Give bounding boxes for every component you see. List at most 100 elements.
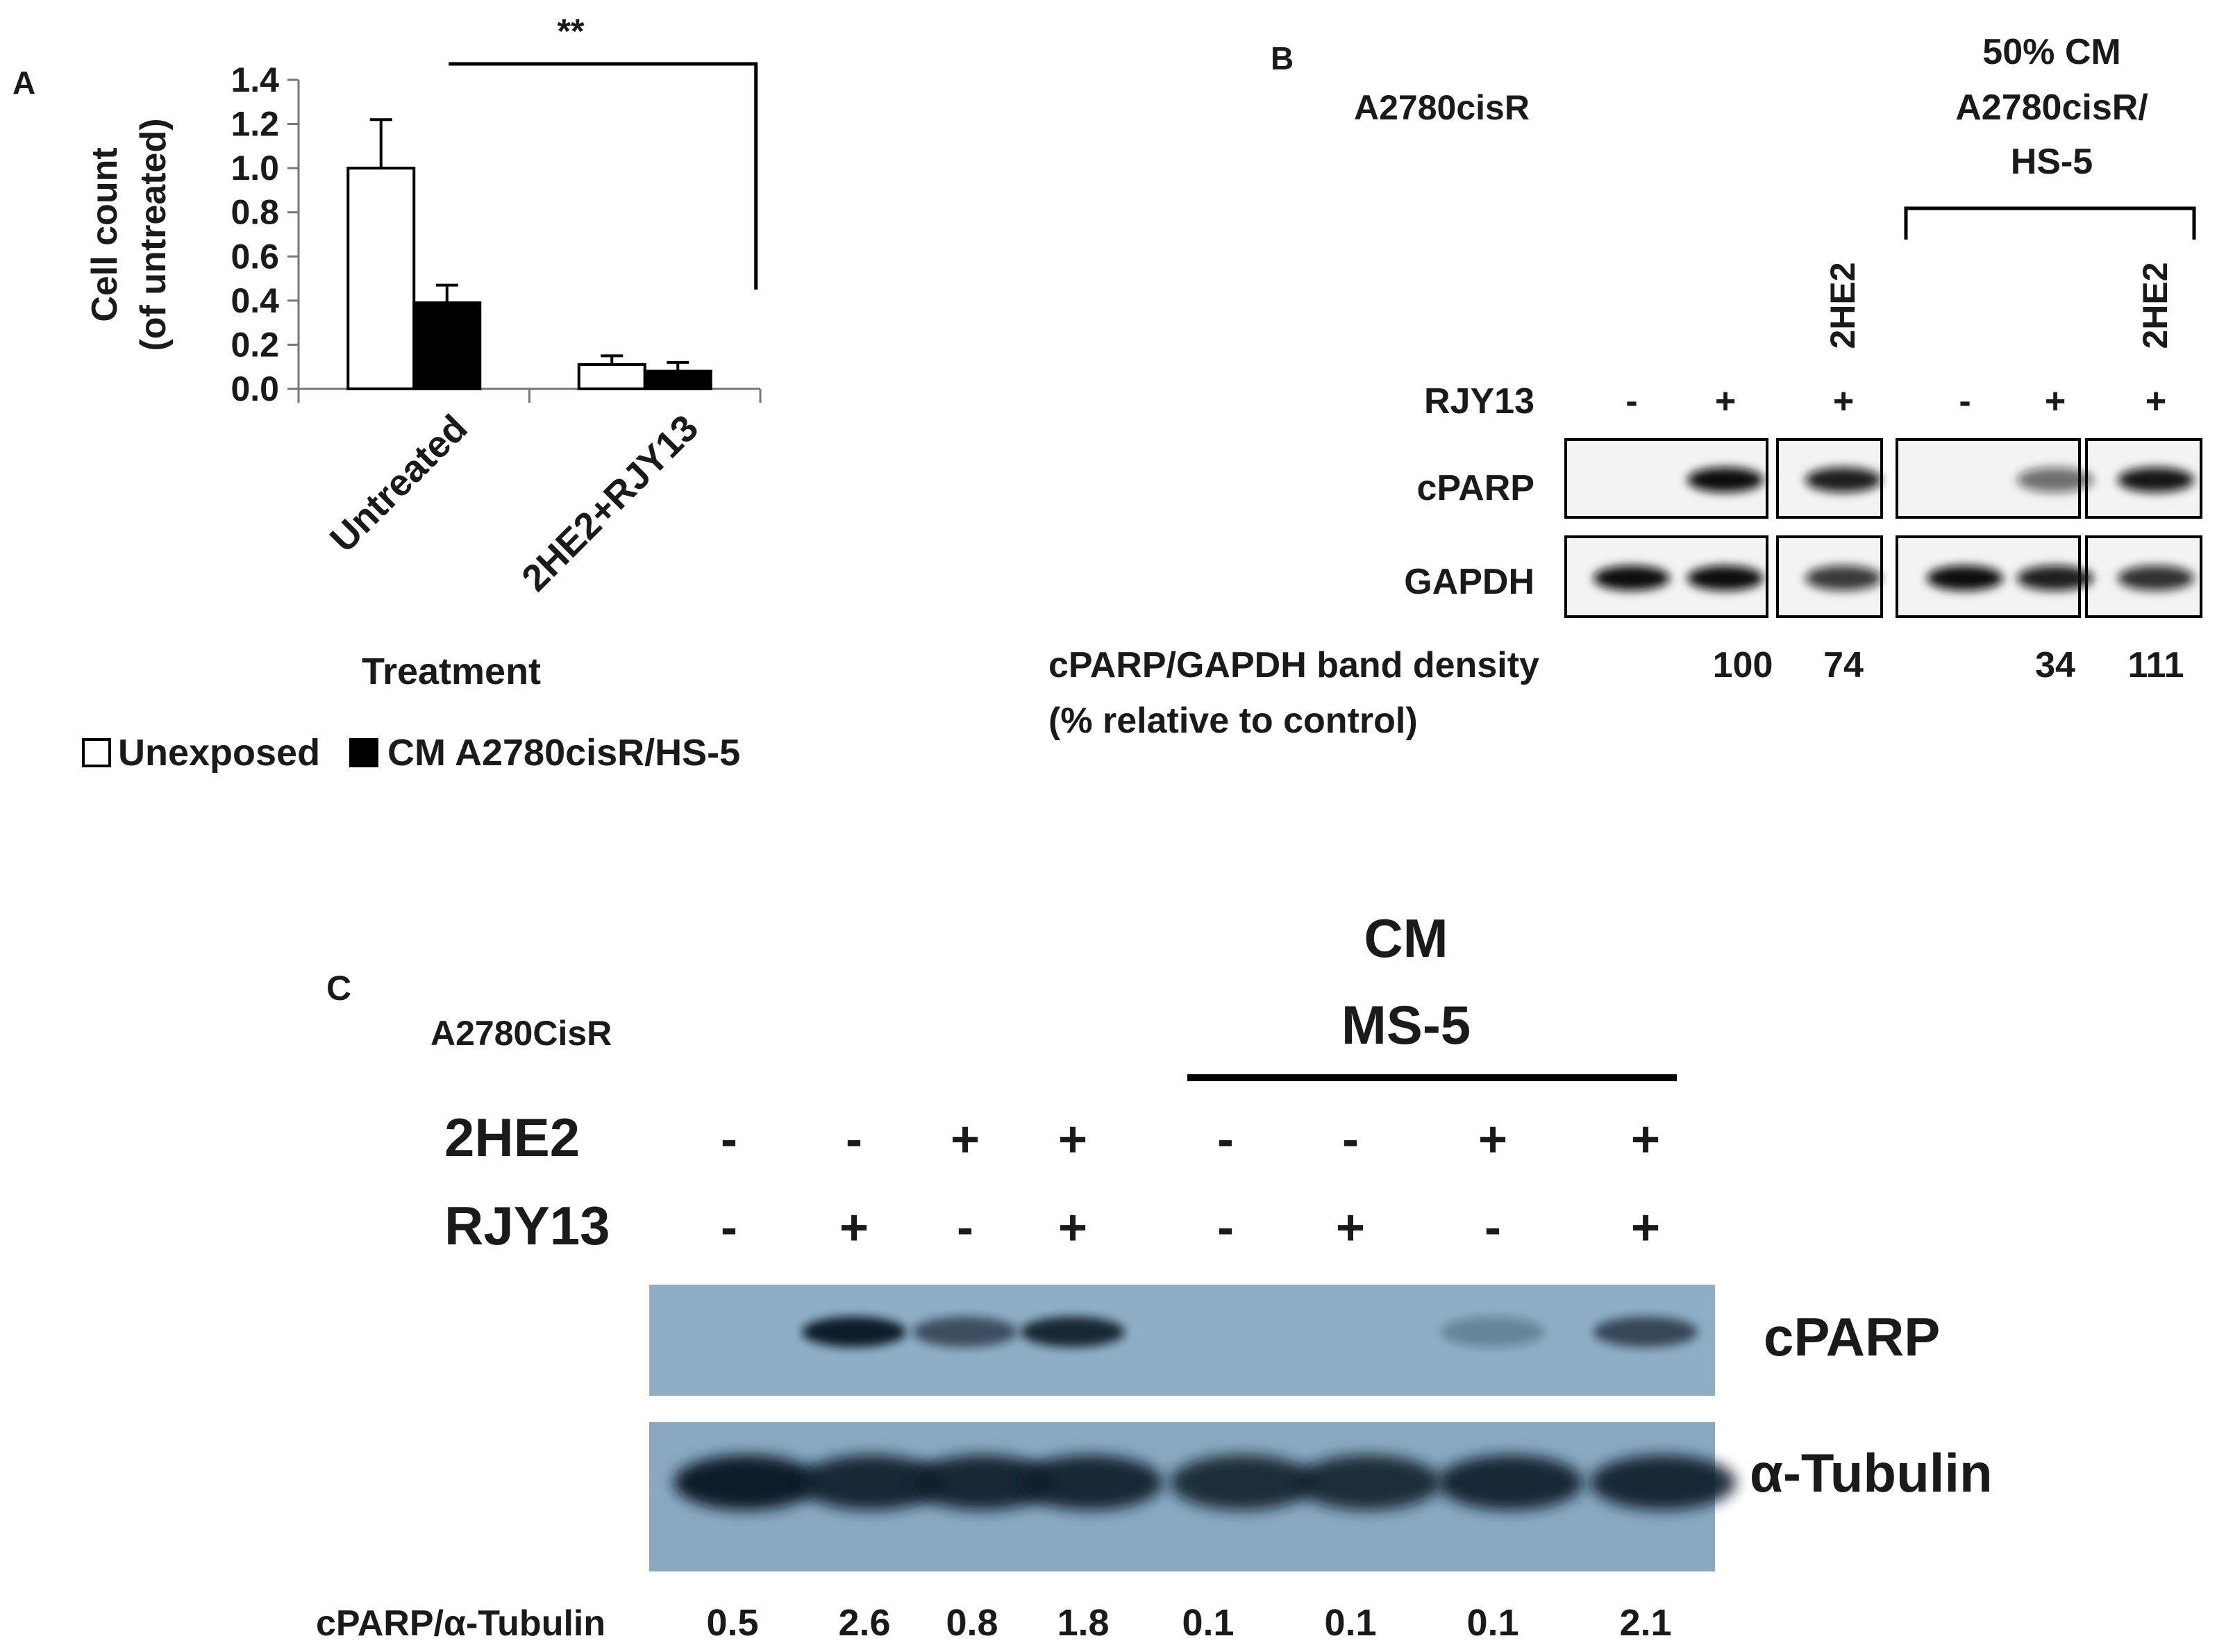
- panel-c: C A2780CisR CM MS-5 2HE2 RJY13 - - + + - - + +-…: [316, 908, 1993, 1644]
- band-tubulin: [1437, 1455, 1583, 1510]
- x-axis-label: Treatment: [362, 651, 541, 692]
- panel-c-blots: - - + + - - + + - + - + - + - +0.5 2.6 0.8 1.8 0.1 0.1 0.1 2.1: [649, 1112, 1736, 1644]
- panel-b-rjy13-label: RJY13: [1424, 381, 1534, 422]
- density-value: 100: [1713, 645, 1773, 685]
- density-value: 111: [2127, 645, 2184, 685]
- y-axis-label-line2: (of untreated): [133, 118, 174, 351]
- band-tubulin: [1017, 1455, 1163, 1510]
- band-tubulin: [1590, 1455, 1736, 1510]
- ratio-value: 0.8: [946, 1602, 998, 1644]
- y-tick-label: 1.0: [231, 149, 279, 187]
- band-gapdh: [1805, 565, 1882, 591]
- ratio-value: 0.1: [1324, 1602, 1376, 1644]
- rjy13-sign: -: [1959, 381, 1971, 422]
- band-cparp: [1593, 1317, 1698, 1347]
- density-label-line1: cPARP/GAPDH band density: [1048, 645, 1539, 685]
- ratio-value: 2.6: [838, 1602, 890, 1644]
- band-cparp: [1687, 467, 1764, 492]
- rjy13-sign-c: +: [1058, 1200, 1087, 1255]
- panel-c-row-label-2he2: 2HE2: [444, 1107, 580, 1168]
- he2-sign: -: [1217, 1112, 1234, 1167]
- he2-sign: +: [1058, 1112, 1087, 1167]
- band-gapdh: [2118, 565, 2194, 591]
- bar: [412, 301, 482, 390]
- ratio-label-c: cPARP/α-Tubulin: [316, 1603, 605, 1644]
- bar: [346, 167, 416, 390]
- density-value: 74: [1823, 645, 1864, 685]
- rjy13-sign: -: [1625, 381, 1637, 422]
- bar-chart: 0.0 0.2 0.4 0.6 0.8 1.0 1.2 1.4 Untreated 2HE2+RJ…: [231, 12, 762, 599]
- panel-b-letter: B: [1271, 40, 1294, 76]
- density-value: 34: [2035, 645, 2075, 685]
- rjy13-sign: +: [2045, 381, 2066, 422]
- bar: [577, 363, 646, 390]
- he2-sign: -: [1342, 1112, 1359, 1167]
- blot-label-cparp: cPARP: [1416, 468, 1534, 508]
- blot-label-gapdh: GAPDH: [1404, 562, 1534, 602]
- panel-b-group-bracket: [1904, 206, 2196, 240]
- rjy13-sign-c: -: [1217, 1200, 1234, 1255]
- y-tick-label: 0.8: [231, 193, 279, 232]
- rjy13-sign: +: [1833, 381, 1854, 422]
- legend-swatch-cm: [349, 738, 378, 767]
- band-gapdh: [2017, 565, 2093, 591]
- he2-sign: -: [721, 1112, 737, 1167]
- panel-a: A Cell count (of untreated) 0.0 0.2 0.4 0.6…: [12, 12, 762, 774]
- blot-label-cparp-c: cPARP: [1764, 1306, 1940, 1367]
- panel-c-letter: C: [326, 969, 351, 1008]
- rjy13-sign: +: [2145, 381, 2166, 422]
- rjy13-sign-c: +: [1336, 1200, 1365, 1255]
- significance-label: **: [558, 12, 585, 51]
- rjy13-sign-c: +: [1631, 1200, 1660, 1255]
- ratio-value: 0.1: [1466, 1602, 1519, 1644]
- ratio-value: 0.5: [706, 1602, 758, 1644]
- y-tick-label: 0.6: [231, 237, 279, 276]
- rjy13-sign: +: [1715, 381, 1736, 422]
- panel-b-group-label-2: A2780cisR/: [1955, 87, 2148, 128]
- rjy13-sign-c: -: [721, 1200, 737, 1255]
- band-tubulin: [910, 1455, 1055, 1510]
- rjy13-sign-c: -: [1484, 1200, 1501, 1255]
- significance-bracket: [449, 62, 758, 290]
- lane-label: 2HE2: [2136, 262, 2175, 349]
- panel-b-cell-line: A2780cisR: [1354, 88, 1530, 127]
- lane-label: 2HE2: [1823, 262, 1862, 349]
- bar: [643, 369, 712, 390]
- y-axis-label-line1: Cell count: [85, 147, 125, 322]
- legend-label-unexposed: Unexposed: [118, 732, 320, 774]
- panel-b-group-label-1: 50% CM: [1982, 32, 2120, 72]
- density-label-line2: (% relative to control): [1048, 701, 1418, 741]
- panel-b-group-label-3: HS-5: [2011, 142, 2093, 182]
- band-tubulin: [1295, 1455, 1441, 1510]
- x-tick-label: 2HE2+RJY13: [514, 407, 706, 599]
- panel-c-group-label-2: MS-5: [1341, 994, 1471, 1056]
- band-cparp: [1021, 1317, 1125, 1347]
- band-cparp: [2118, 467, 2194, 492]
- y-tick-label: 0.2: [231, 325, 279, 364]
- band-cparp: [802, 1317, 906, 1347]
- band-gapdh: [1927, 565, 2003, 591]
- panel-b: B A2780cisR 50% CM A2780cisR/ HS-5 RJY13…: [1048, 32, 2202, 741]
- he2-sign: +: [951, 1112, 980, 1167]
- y-tick-label: 1.2: [231, 105, 279, 144]
- ratio-value: 1.8: [1057, 1602, 1109, 1644]
- legend-label-cm: CM A2780cisR/HS-5: [387, 732, 740, 774]
- band-cparp: [1805, 467, 1882, 492]
- blot-cparp-membrane: [649, 1285, 1715, 1396]
- band-cparp: [2017, 467, 2093, 492]
- x-tick-label: Untreated: [322, 407, 476, 560]
- panel-b-blots: 2HE2 2HE2 - + + - + +100 74 34 111: [1564, 262, 2202, 685]
- rjy13-sign-c: -: [957, 1200, 973, 1255]
- band-tubulin: [674, 1455, 819, 1510]
- he2-sign: +: [1631, 1112, 1660, 1167]
- panel-c-cell-line: A2780CisR: [430, 1014, 612, 1053]
- band-gapdh: [1687, 565, 1764, 591]
- y-tick-label: 1.4: [231, 60, 279, 99]
- y-tick-label: 0.0: [231, 369, 279, 408]
- ratio-value: 0.1: [1182, 1602, 1234, 1644]
- rjy13-sign-c: +: [839, 1200, 869, 1255]
- he2-sign: +: [1478, 1112, 1507, 1167]
- he2-sign: -: [846, 1112, 862, 1167]
- panel-c-group-label-1: CM: [1364, 908, 1448, 969]
